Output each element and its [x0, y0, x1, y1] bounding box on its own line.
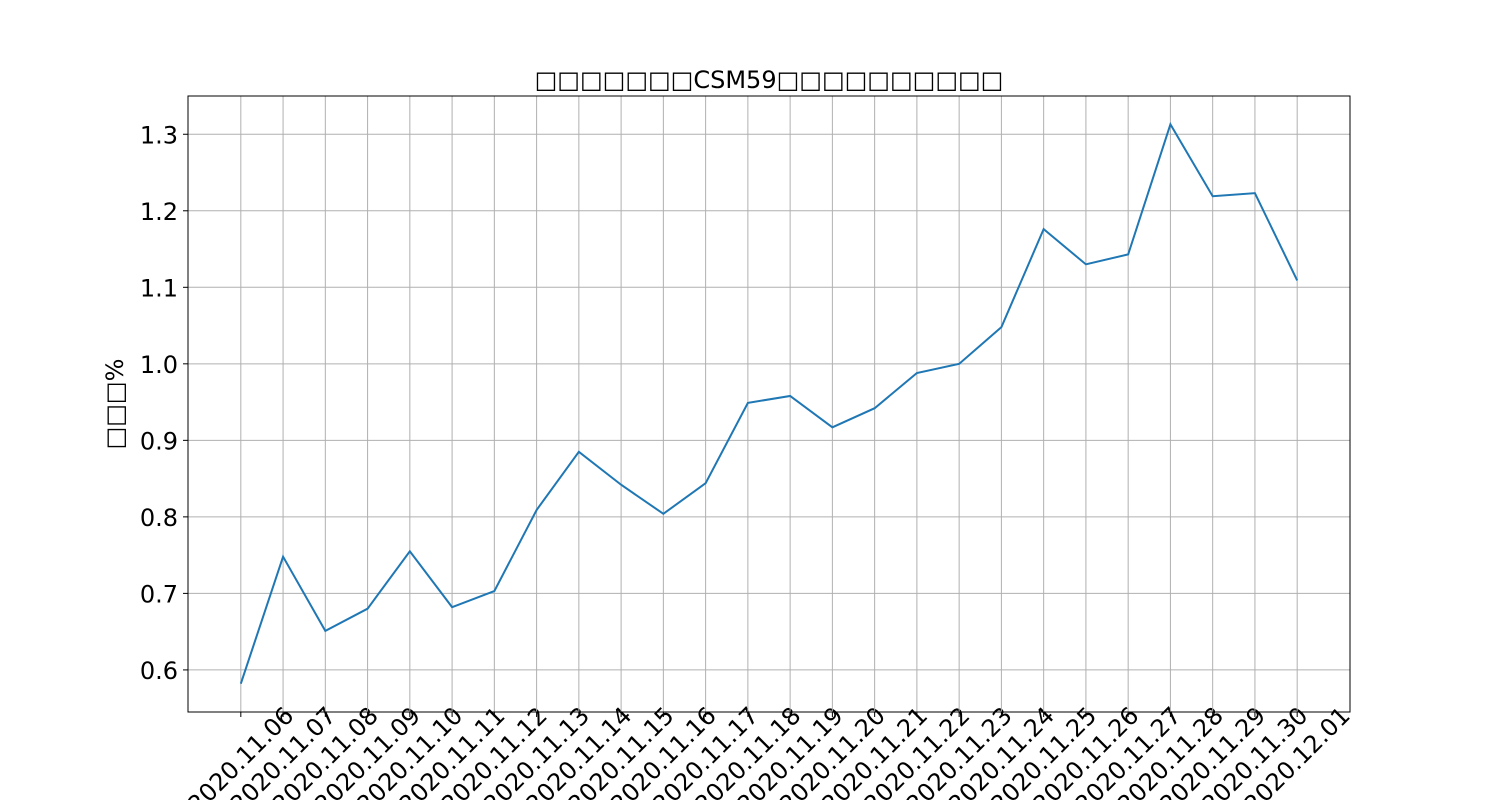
y-tick-label: 0.9 — [140, 427, 178, 455]
y-tick-label: 0.7 — [140, 580, 178, 608]
y-tick-label: 0.6 — [140, 657, 178, 685]
y-tick-label: 1.3 — [140, 121, 178, 149]
line-series — [239, 121, 1299, 685]
y-tick-label: 1.2 — [140, 198, 178, 226]
plot-frame — [187, 95, 1351, 713]
chart-title: □□□□□□□CSM59□□□□□□□□□□ — [535, 66, 1004, 94]
y-tick-label: 1.0 — [140, 351, 178, 379]
y-tick-label: 0.8 — [140, 504, 178, 532]
y-tick-label: 1.1 — [140, 274, 178, 302]
y-axis-label: □□□% — [101, 359, 129, 450]
